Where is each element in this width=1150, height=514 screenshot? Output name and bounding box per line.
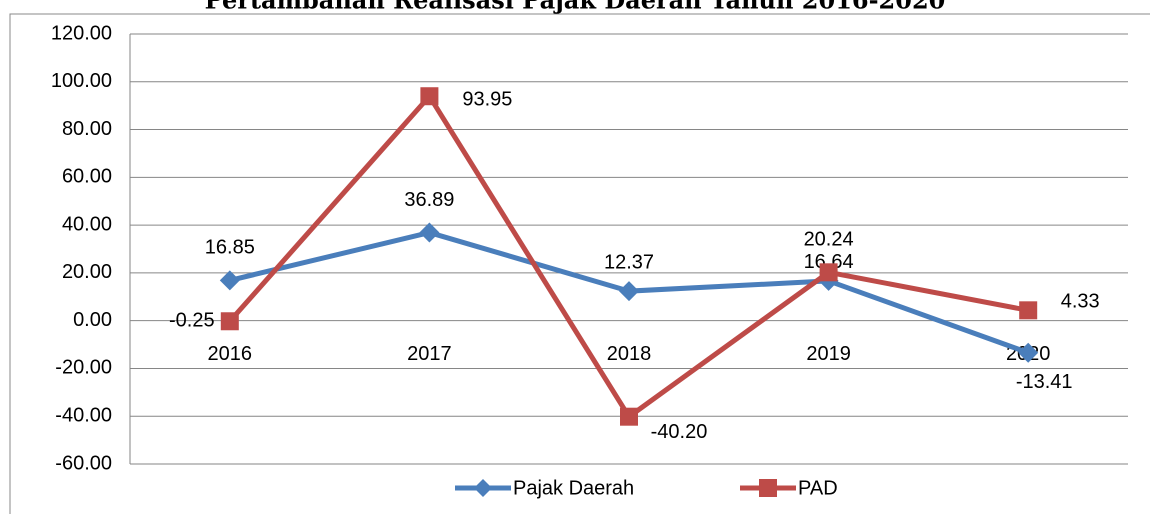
marker xyxy=(619,281,639,302)
x-tick-label: 2018 xyxy=(607,343,652,365)
x-tick-label: 2019 xyxy=(806,343,851,365)
y-tick-label: 120.00 xyxy=(51,22,112,44)
y-tick-label: 100.00 xyxy=(51,70,112,92)
marker xyxy=(1018,342,1039,363)
data-label: -0.25 xyxy=(169,310,215,332)
data-label: 16.85 xyxy=(205,237,255,259)
marker xyxy=(219,270,240,291)
y-tick-label: 20.00 xyxy=(62,261,112,283)
marker xyxy=(220,312,239,331)
chart-frame xyxy=(9,13,1150,514)
marker xyxy=(419,222,440,243)
legend-marker xyxy=(474,479,492,497)
data-label: 4.33 xyxy=(1061,291,1100,313)
data-label: 20.24 xyxy=(804,229,854,251)
y-tick-label: -60.00 xyxy=(55,452,112,474)
data-label: 12.37 xyxy=(604,251,654,273)
y-tick-label: 40.00 xyxy=(62,213,112,235)
marker xyxy=(819,263,838,282)
data-label: 93.95 xyxy=(462,89,512,111)
y-tick-label: 80.00 xyxy=(62,118,112,140)
legend-label: PAD xyxy=(798,477,838,499)
x-tick-label: 2017 xyxy=(407,343,452,365)
y-tick-label: 0.00 xyxy=(73,309,112,331)
legend-label: Pajak Daerah xyxy=(513,477,634,499)
x-tick-label: 2016 xyxy=(208,343,253,365)
y-tick-label: 60.00 xyxy=(62,166,112,188)
legend-marker xyxy=(759,479,777,497)
chart-title: Pertambahan Realisasi Pajak Daerah Tahun… xyxy=(205,0,946,15)
data-label: -40.20 xyxy=(651,421,708,443)
marker xyxy=(1019,301,1038,320)
marker xyxy=(420,87,439,106)
data-label: 16.64 xyxy=(804,251,854,273)
y-tick-label: -40.00 xyxy=(55,405,112,427)
y-tick-label: -20.00 xyxy=(55,357,112,379)
data-label: -13.41 xyxy=(1016,371,1073,393)
data-label: 36.89 xyxy=(404,189,454,211)
marker xyxy=(620,407,638,426)
